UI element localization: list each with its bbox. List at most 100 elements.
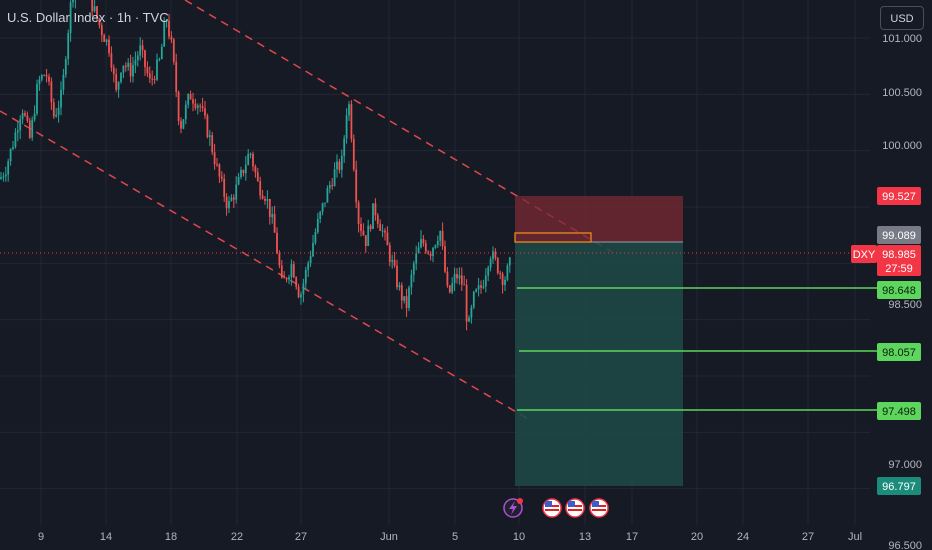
channel-lower-line [0, 110, 531, 421]
candle [458, 275, 461, 279]
entry-order-marker [514, 232, 592, 243]
candle [501, 273, 504, 286]
candle [208, 135, 211, 138]
stop-price-label: 99.527 [882, 191, 916, 203]
target-price-label: 96.797 [882, 481, 916, 493]
candle [230, 197, 233, 201]
candle [40, 75, 43, 80]
target-price-tag [877, 402, 921, 420]
candle [9, 148, 12, 162]
candle [172, 39, 175, 62]
candle [7, 161, 10, 175]
candle [124, 65, 127, 67]
candle [283, 277, 286, 279]
candle [228, 200, 230, 209]
candle [33, 113, 36, 120]
candle [55, 114, 58, 117]
candle [112, 67, 115, 75]
price-axis[interactable]: 101.000 100.500 100.000 98.500 97.000 96… [851, 33, 922, 550]
candle [364, 235, 367, 247]
candle [64, 59, 67, 75]
candle [189, 94, 192, 100]
candle [60, 89, 62, 108]
candle [403, 296, 406, 301]
candle [31, 119, 34, 138]
x-tick-label: 10 [513, 531, 525, 543]
candle [333, 169, 336, 186]
candle [352, 139, 355, 170]
candle [504, 279, 506, 286]
position-tool[interactable] [514, 196, 683, 486]
candle [436, 240, 439, 246]
candle [103, 35, 106, 42]
candle [196, 105, 199, 108]
candle [321, 203, 324, 212]
x-tick-label: 14 [100, 531, 112, 543]
candle [170, 36, 173, 40]
candle [374, 203, 377, 216]
candle [187, 94, 190, 105]
candle [405, 296, 408, 308]
candle [216, 164, 218, 166]
candle [223, 178, 226, 197]
candle [204, 108, 206, 116]
target-price-label: 98.648 [882, 285, 916, 297]
candle [175, 61, 178, 92]
candle [331, 185, 334, 187]
candle [117, 81, 120, 90]
candle [93, 6, 96, 12]
candle [508, 257, 511, 266]
target-price-tag [877, 343, 921, 361]
candle [96, 6, 98, 19]
candle [240, 169, 242, 178]
event-markers[interactable] [503, 498, 609, 518]
candle [91, 0, 94, 12]
lightning-icon[interactable] [503, 498, 523, 518]
candle [302, 283, 305, 295]
candle [225, 196, 228, 209]
us-flag-icon[interactable] [542, 498, 562, 518]
candle [463, 284, 466, 286]
candle [264, 198, 266, 201]
chart-title: U.S. Dollar Index · 1h · TVC [7, 10, 169, 25]
candle [110, 53, 113, 68]
candle [247, 153, 250, 165]
x-tick-label: 18 [165, 531, 177, 543]
candle [280, 265, 283, 278]
candle [487, 267, 490, 276]
y-tick-label: 96.500 [888, 540, 922, 550]
candle [2, 176, 5, 178]
candle [271, 214, 274, 218]
target-lines[interactable] [517, 287, 882, 411]
candle [115, 74, 118, 90]
candle [441, 231, 444, 247]
candle [62, 74, 65, 90]
candle [307, 263, 310, 270]
candle [19, 119, 22, 131]
us-flag-icon[interactable] [565, 498, 585, 518]
x-tick-label: 24 [737, 531, 749, 543]
candle [314, 232, 317, 243]
candle [156, 59, 158, 80]
candle [220, 176, 223, 179]
candle [499, 273, 502, 275]
candle [448, 285, 451, 293]
us-flag-icon[interactable] [589, 498, 609, 518]
candle [148, 73, 151, 79]
entry-price-tag [877, 226, 921, 244]
candle [48, 76, 50, 82]
candle [328, 185, 331, 189]
candle [468, 317, 470, 322]
candle [482, 286, 485, 288]
candle [244, 164, 247, 174]
candle [72, 0, 74, 3]
candle [266, 198, 269, 201]
candle [268, 198, 271, 218]
time-axis[interactable]: 9 14 18 22 27 Jun 5 10 13 17 20 24 27 Ju… [38, 531, 862, 543]
candle [108, 39, 110, 54]
currency-button[interactable]: USD [880, 6, 924, 30]
candle [319, 211, 322, 220]
candle [384, 230, 386, 233]
candle [213, 152, 216, 165]
